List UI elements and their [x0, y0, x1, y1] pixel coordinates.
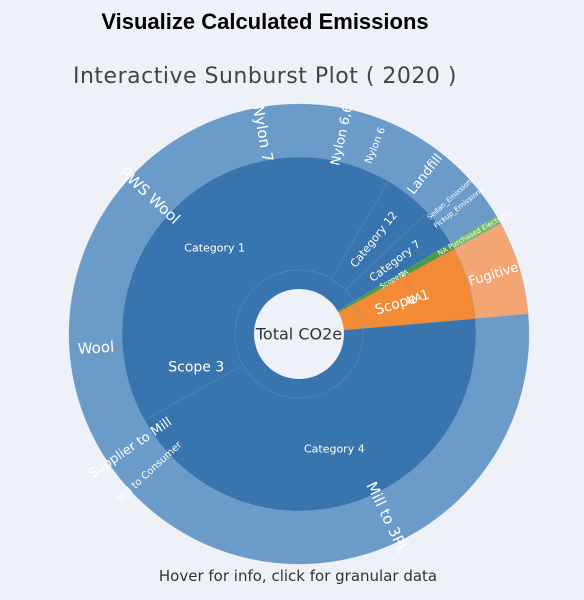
sunburst-segment-ring3-pickup-emissions[interactable] — [434, 185, 484, 229]
sunburst-segment-ring3-landfill[interactable] — [387, 134, 467, 213]
sunburst-segment-ring2-category-1[interactable] — [121, 156, 389, 421]
page-heading: Visualize Calculated Emissions — [101, 9, 429, 34]
footer-hint: Hover for info, click for granular data — [158, 567, 438, 585]
sunburst-label-ring2-na: NA — [405, 290, 424, 307]
sunburst-segment-ring3-nylon-6[interactable] — [357, 116, 397, 174]
sunburst-label-ring2-category-4: Category 4 — [304, 443, 365, 456]
sunburst-segment-ring3-segment[interactable] — [445, 204, 497, 244]
sunburst-segment-ring2-na[interactable] — [353, 242, 455, 304]
sunburst-segment-ring2-na[interactable] — [354, 248, 476, 329]
sunburst-segment-ring3-segment[interactable] — [373, 124, 416, 182]
sunburst-segment-ring3-mill-to-consumer[interactable] — [120, 445, 178, 501]
sunburst-label-ring3-wool: Wool — [77, 338, 115, 358]
sunburst-label-ring1-scope-3: Scope 3 — [168, 359, 224, 375]
sunburst-segment-ring2-category-4[interactable] — [143, 318, 477, 512]
sunburst-center-label: Total CO2e — [255, 325, 342, 344]
sunburst-center[interactable] — [254, 289, 344, 379]
plot-title: Interactive Sunburst Plot ( 2020 ) — [73, 64, 457, 89]
sunburst-segment-ring3-segment[interactable] — [440, 196, 490, 236]
sunburst-segment-ring3-mill-to-3pl[interactable] — [139, 313, 530, 565]
sunburst-label-ring2-category-1: Category 1 — [184, 241, 245, 254]
sunburst-segment-ring3-fugitive[interactable] — [453, 222, 529, 319]
